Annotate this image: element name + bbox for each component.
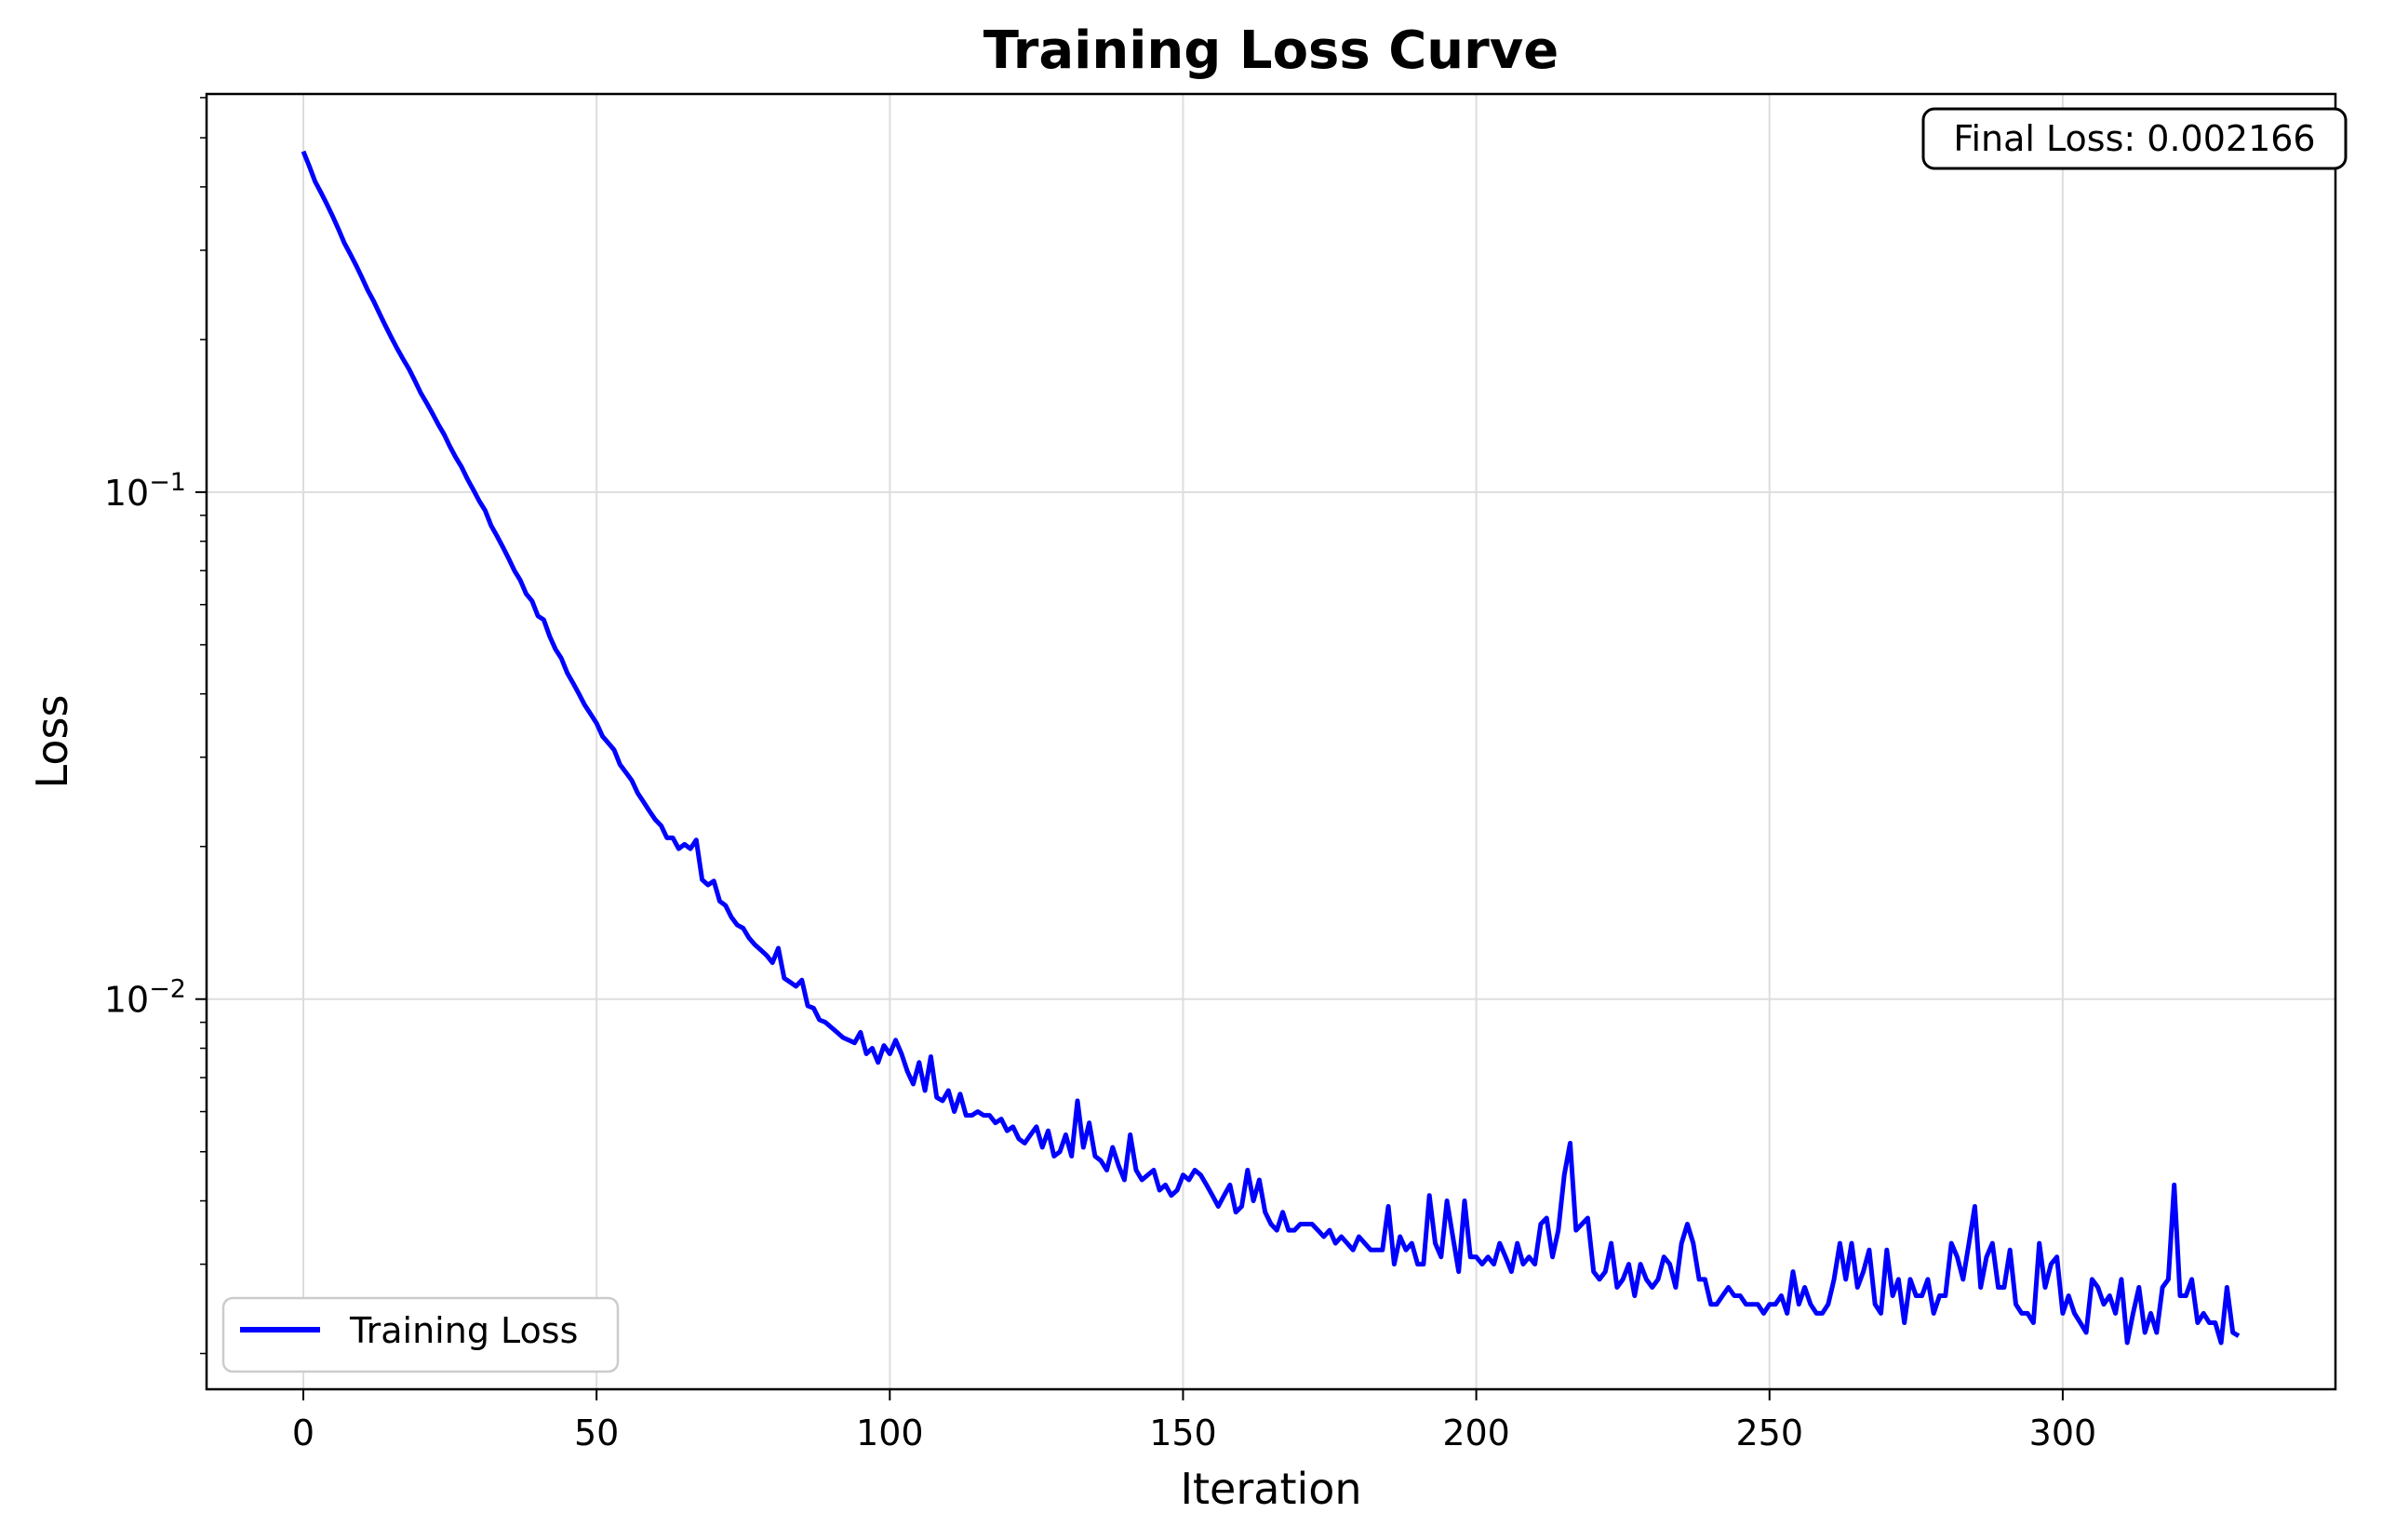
chart-title: Training Loss Curve — [983, 20, 1559, 81]
x-tick-label: 100 — [856, 1413, 924, 1453]
series-layer — [301, 150, 2241, 1346]
final-loss-annotation: Final Loss: 0.002166 — [1921, 107, 2348, 170]
x-tick-label: 50 — [574, 1413, 619, 1453]
x-tick-label: 250 — [1735, 1413, 1803, 1453]
annotation-box — [1921, 107, 2348, 170]
legend-box — [221, 1296, 620, 1373]
y-tick-label: 10−1 — [104, 468, 186, 514]
x-tick-label: 150 — [1149, 1413, 1217, 1453]
annotation-text: Final Loss: 0.002166 — [1953, 118, 2315, 159]
y-tick-label: 10−2 — [104, 975, 186, 1021]
legend: Training Loss — [221, 1296, 620, 1373]
x-tick-label: 300 — [2029, 1413, 2097, 1453]
axes: 0 50 100 150 200 250 300 10−1 10−2 — [104, 97, 2097, 1453]
y-axis-label: Loss — [27, 695, 77, 789]
series-line-training-loss — [301, 150, 2241, 1346]
legend-label-training-loss: Training Loss — [349, 1310, 578, 1351]
grid-lines — [207, 94, 2335, 1389]
plot-area-frame — [205, 92, 2337, 1391]
x-axis-label: Iteration — [1180, 1464, 1361, 1514]
x-tick-label: 0 — [292, 1413, 314, 1453]
x-tick-label: 200 — [1442, 1413, 1510, 1453]
